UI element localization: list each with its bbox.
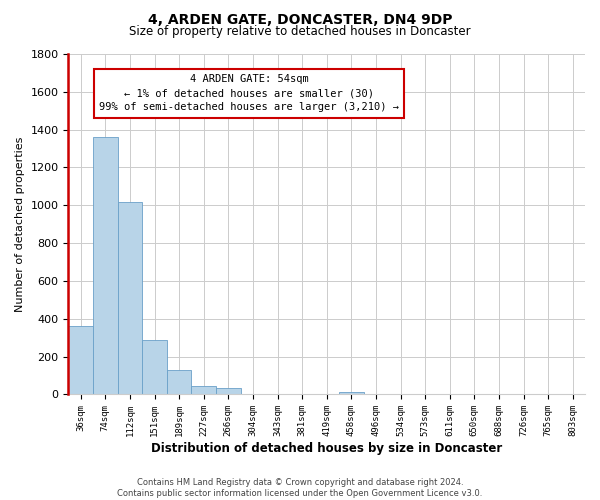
- Bar: [93, 137, 118, 394]
- Bar: [191, 386, 216, 394]
- Text: 4 ARDEN GATE: 54sqm
← 1% of detached houses are smaller (30)
99% of semi-detache: 4 ARDEN GATE: 54sqm ← 1% of detached hou…: [99, 74, 399, 112]
- Text: 4, ARDEN GATE, DONCASTER, DN4 9DP: 4, ARDEN GATE, DONCASTER, DN4 9DP: [148, 12, 452, 26]
- Text: Contains HM Land Registry data © Crown copyright and database right 2024.
Contai: Contains HM Land Registry data © Crown c…: [118, 478, 482, 498]
- Y-axis label: Number of detached properties: Number of detached properties: [15, 136, 25, 312]
- Bar: [167, 370, 191, 394]
- Bar: [68, 326, 93, 394]
- Bar: [142, 340, 167, 394]
- Bar: [118, 202, 142, 394]
- Text: Size of property relative to detached houses in Doncaster: Size of property relative to detached ho…: [129, 25, 471, 38]
- Bar: [216, 388, 241, 394]
- X-axis label: Distribution of detached houses by size in Doncaster: Distribution of detached houses by size …: [151, 442, 502, 455]
- Bar: [339, 392, 364, 394]
